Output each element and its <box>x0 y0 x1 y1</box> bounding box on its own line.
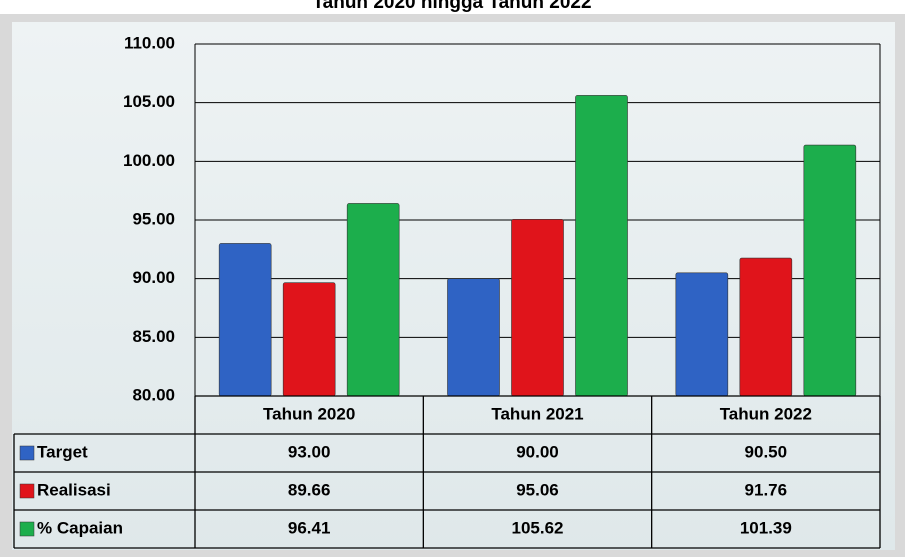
y-tick-label: 85.00 <box>132 327 175 346</box>
legend-label: Target <box>37 442 88 461</box>
legend-label: % Capaian <box>37 518 123 537</box>
y-tick-label: 105.00 <box>123 92 175 111</box>
data-label: 95.06 <box>516 480 559 499</box>
x-tick-label: Tahun 2021 <box>491 404 583 423</box>
bar <box>803 144 857 397</box>
legend-key <box>19 521 35 537</box>
x-tick-label: Tahun 2022 <box>720 404 812 423</box>
legend-key <box>19 445 35 461</box>
y-tick-label: 90.00 <box>132 268 175 287</box>
data-label: 90.00 <box>516 442 559 461</box>
y-tick-label: 100.00 <box>123 151 175 170</box>
data-label: 96.41 <box>288 518 331 537</box>
bar <box>575 95 628 397</box>
bar <box>511 218 564 397</box>
data-label: 90.50 <box>745 442 788 461</box>
y-tick-label: 80.00 <box>132 385 175 404</box>
bar <box>447 278 500 397</box>
data-label: 105.62 <box>512 518 564 537</box>
legend-label: Realisasi <box>37 480 111 499</box>
x-tick-label: Tahun 2020 <box>263 404 355 423</box>
data-label: 93.00 <box>288 442 331 461</box>
data-label: 91.76 <box>745 480 788 499</box>
bar <box>675 272 729 397</box>
legend-key <box>19 483 35 499</box>
bar <box>346 203 400 397</box>
y-tick-label: 110.00 <box>124 33 175 52</box>
data-label: 101.39 <box>740 518 792 537</box>
bar <box>218 243 272 397</box>
data-label: 89.66 <box>288 480 331 499</box>
bar <box>739 257 793 397</box>
chart-title: Tahun 2020 hingga Tahun 2022 <box>312 0 591 13</box>
y-tick-label: 95.00 <box>132 209 175 228</box>
bar <box>282 282 336 397</box>
